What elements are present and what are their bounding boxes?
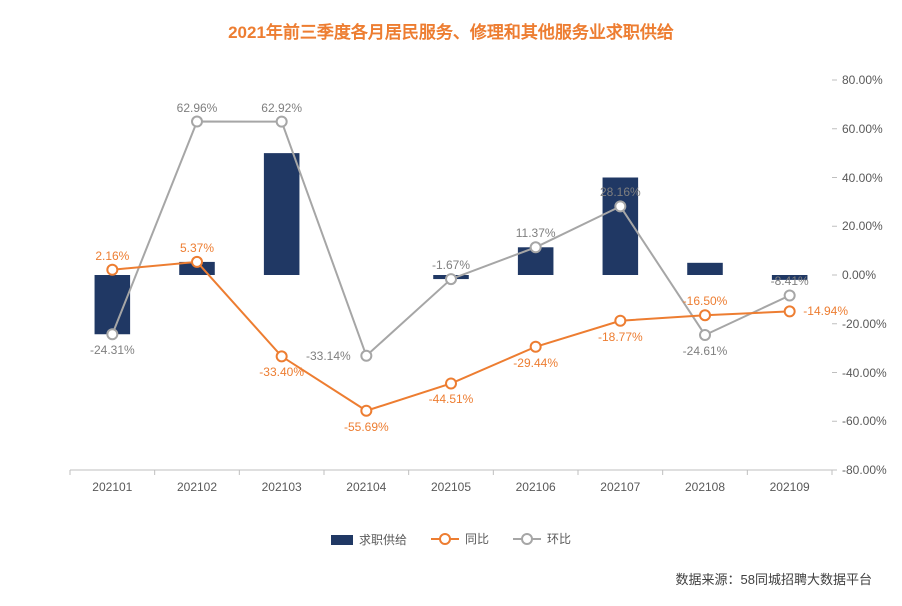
data-label: -8.41% — [771, 274, 809, 288]
data-label: 62.96% — [177, 101, 218, 115]
data-label: -44.51% — [429, 392, 474, 406]
y-tick-label: 0.00% — [842, 268, 876, 282]
legend-item: 环比 — [513, 530, 571, 547]
data-label: -33.14% — [306, 349, 351, 363]
data-label: 11.37% — [516, 226, 556, 240]
data-label: -55.69% — [344, 420, 389, 434]
x-tick-label: 202109 — [770, 480, 810, 494]
y-tick-label: -80.00% — [842, 463, 887, 477]
data-label: -1.67% — [432, 258, 470, 272]
data-label: -29.44% — [513, 356, 558, 370]
chart-area: -24.31% 62.96% 62.92% -33.14% -1.67% 11.37% 28… — [60, 70, 842, 500]
x-tick-label: 202104 — [346, 480, 386, 494]
x-tick-label: 202101 — [92, 480, 132, 494]
legend-item: 同比 — [431, 530, 489, 547]
x-tick-label: 202103 — [262, 480, 302, 494]
x-tick-label: 202107 — [600, 480, 640, 494]
legend-swatch — [431, 533, 459, 545]
data-label: 62.92% — [261, 101, 302, 115]
data-label: -24.31% — [90, 343, 135, 357]
bar — [687, 263, 723, 275]
legend-label: 环比 — [547, 530, 571, 547]
data-label: 5.37% — [180, 241, 214, 255]
data-label: -33.40% — [259, 365, 304, 379]
y-tick-label: -20.00% — [842, 317, 887, 331]
legend-swatch — [331, 535, 353, 545]
bar — [264, 153, 300, 275]
data-label: -18.77% — [598, 330, 643, 344]
legend-swatch — [513, 533, 541, 545]
y-tick-label: 20.00% — [842, 219, 883, 233]
x-tick-label: 202105 — [431, 480, 471, 494]
legend: 求职供给 同比 环比 — [0, 530, 902, 548]
legend-label: 求职供给 — [359, 531, 407, 548]
chart-svg — [60, 70, 842, 500]
y-tick-label: 60.00% — [842, 122, 883, 136]
y-tick-label: -60.00% — [842, 414, 887, 428]
data-label: 2.16% — [95, 249, 129, 263]
y-tick-label: 40.00% — [842, 171, 883, 185]
x-tick-label: 202108 — [685, 480, 725, 494]
y-tick-label: -40.00% — [842, 366, 887, 380]
x-tick-label: 202106 — [516, 480, 556, 494]
y-tick-label: 80.00% — [842, 73, 883, 87]
data-source: 数据来源：58同城招聘大数据平台 — [676, 569, 872, 588]
x-tick-label: 202102 — [177, 480, 217, 494]
legend-label: 同比 — [465, 530, 489, 547]
legend-item: 求职供给 — [331, 531, 407, 548]
chart-title: 2021年前三季度各月居民服务、修理和其他服务业求职供给 — [0, 0, 902, 43]
data-label: -24.61% — [683, 344, 728, 358]
data-label: -16.50% — [683, 294, 728, 308]
data-label: 28.16% — [600, 185, 641, 199]
